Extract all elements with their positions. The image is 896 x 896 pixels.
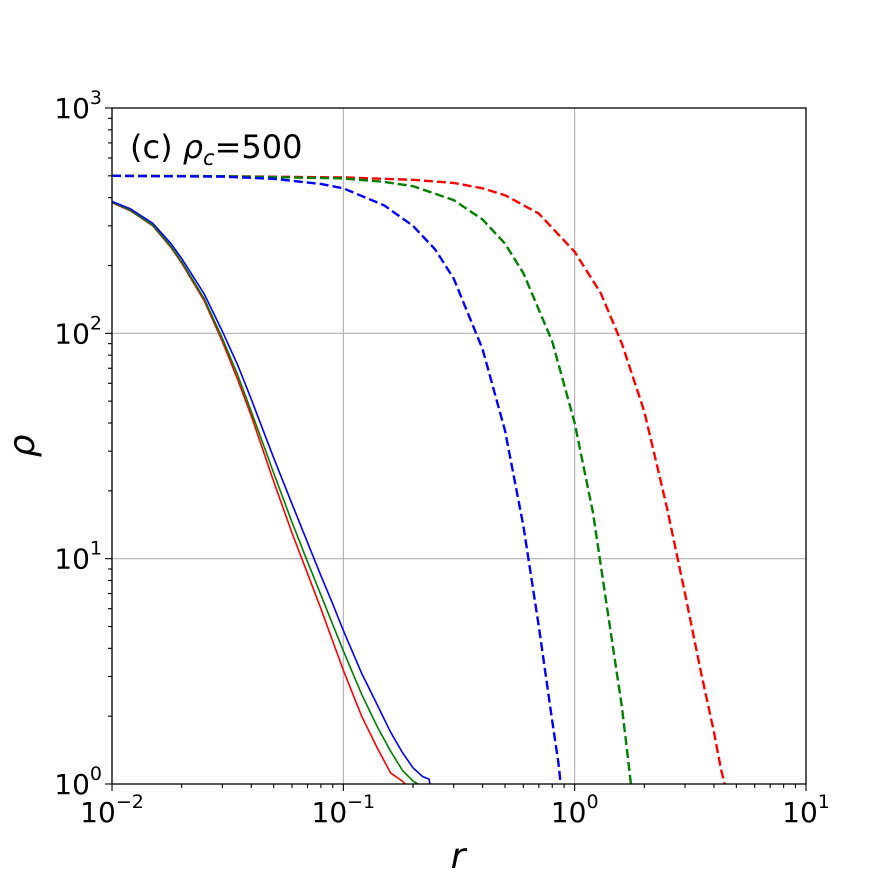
x-tick-base: 10 bbox=[312, 796, 348, 829]
tick-marks bbox=[105, 107, 807, 791]
x-tick-base: 10 bbox=[782, 796, 818, 829]
x-tick-base: 10 bbox=[551, 796, 587, 829]
grid-lines bbox=[111, 107, 807, 785]
y-tick-base: 10 bbox=[54, 543, 90, 576]
y-tick-label-0: 100 bbox=[54, 763, 102, 801]
x-tick-exp: 0 bbox=[586, 791, 598, 813]
x-tick-label-3: 101 bbox=[782, 791, 830, 829]
y-tick-label-2: 102 bbox=[54, 312, 102, 350]
x-tick-exp: 1 bbox=[818, 791, 830, 813]
x-tick-label-0: 10−2 bbox=[80, 791, 144, 829]
series-group bbox=[111, 174, 726, 785]
y-tick-base: 10 bbox=[54, 317, 90, 350]
y-tick-exp: 1 bbox=[90, 538, 102, 560]
annotation-subscript: c bbox=[203, 146, 215, 170]
annotation: (c) ρc=500 bbox=[130, 128, 302, 170]
y-tick-exp: 3 bbox=[90, 87, 102, 109]
series-line-3-dashed bbox=[111, 174, 726, 785]
series-line-5-dashed bbox=[111, 174, 562, 785]
series-line-1-solid bbox=[111, 201, 419, 785]
y-axis-label: ρ bbox=[2, 434, 43, 457]
y-tick-label-3: 103 bbox=[54, 87, 102, 125]
series-line-0-solid bbox=[111, 201, 406, 785]
x-tick-exp: −1 bbox=[347, 791, 375, 813]
y-tick-exp: 0 bbox=[90, 763, 102, 785]
x-axis-label: r bbox=[451, 836, 468, 877]
x-tick-base: 10 bbox=[80, 796, 116, 829]
series-line-2-solid bbox=[111, 200, 431, 785]
plot-frame bbox=[111, 107, 807, 785]
series-line-4-dashed bbox=[111, 174, 633, 785]
x-tick-label-2: 100 bbox=[551, 791, 599, 829]
y-tick-label-1: 101 bbox=[54, 538, 102, 576]
annotation-symbol: ρ bbox=[183, 128, 203, 166]
x-tick-label-1: 10−1 bbox=[312, 791, 376, 829]
annotation-prefix: (c) bbox=[130, 128, 183, 166]
x-tick-exp: −2 bbox=[116, 791, 144, 813]
y-tick-exp: 2 bbox=[90, 312, 102, 334]
y-tick-base: 10 bbox=[54, 768, 90, 801]
y-tick-base: 10 bbox=[54, 92, 90, 125]
annotation-suffix: =500 bbox=[215, 128, 303, 166]
